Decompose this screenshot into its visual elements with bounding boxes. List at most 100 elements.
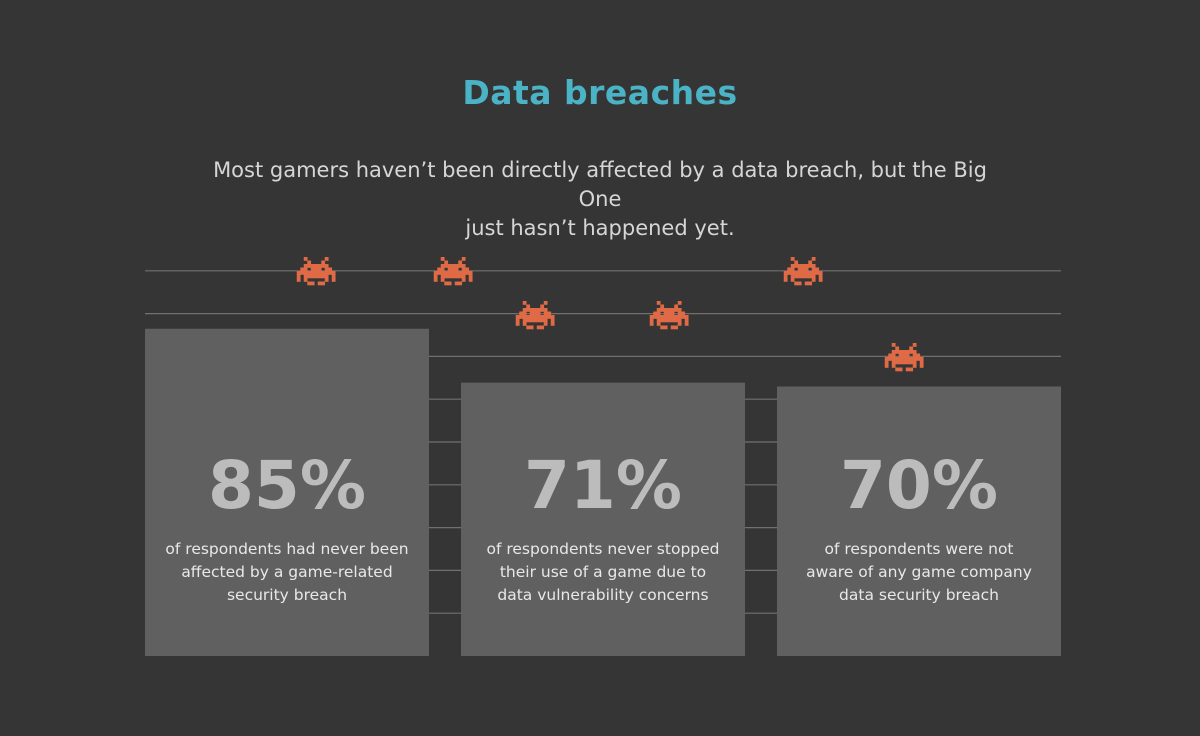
invader-pixel (331, 278, 336, 282)
invader-pixel (444, 271, 449, 275)
invader-pixel (909, 357, 914, 361)
invader-pixel (540, 308, 545, 312)
invader-pixel (808, 274, 813, 279)
invader-pixel (902, 350, 907, 354)
invader-pixel (898, 367, 903, 372)
invader-pixel (444, 260, 449, 265)
invader-pixel (444, 264, 449, 268)
invader-pixel (783, 274, 788, 279)
bar-caption-line: data vulnerability concerns (497, 586, 708, 604)
invader-pixel (660, 308, 665, 312)
invader-pixel (526, 304, 531, 309)
invader-pixel (317, 274, 322, 279)
invader-pixel (888, 357, 893, 361)
invader-pixel (454, 271, 459, 275)
invader-pixel (321, 274, 326, 279)
invader-pixel (905, 367, 910, 372)
invader-pixel (902, 353, 907, 358)
invader-pixel (529, 315, 534, 319)
invader-pixel (794, 260, 799, 265)
invader-pixel (783, 278, 788, 282)
invader-pixel (433, 278, 438, 282)
invader-pixel (458, 274, 463, 279)
invader-pixel (667, 318, 672, 323)
invader-pixel (808, 281, 813, 286)
invader-pixel (461, 267, 466, 272)
invader-pixel (515, 318, 520, 323)
invader-pixel (790, 257, 795, 261)
invader-pixel (674, 315, 679, 319)
subtitle-line: just hasn’t happened yet. (465, 216, 735, 240)
invader-pixel (303, 271, 308, 275)
invader-pixel (526, 308, 531, 312)
invader-pixel (790, 278, 795, 282)
invader-pixel (888, 353, 893, 358)
invader-pixel (522, 301, 527, 305)
invader-pixel (536, 315, 541, 319)
invader-pixel (324, 271, 329, 275)
invader-pixel (912, 360, 917, 365)
invader-pixel (451, 271, 456, 275)
invader-pixel (895, 350, 900, 354)
invader-pixel (533, 311, 538, 316)
invader-pixel (681, 311, 686, 316)
invader-pixel (515, 315, 520, 319)
invader-pixel (818, 271, 823, 275)
invader-pixel (891, 360, 896, 365)
invader-pixel (670, 315, 675, 319)
invader-pixel (794, 281, 799, 286)
invader-pixel (656, 308, 661, 312)
invader-pixel (801, 274, 806, 279)
invader-pixel (909, 350, 914, 354)
invader-pixel (656, 322, 661, 326)
bar-group: 85% of respondents had never been affected… (145, 328, 429, 656)
bar-caption-line: of respondents were not (824, 540, 1013, 558)
invader-pixel (790, 271, 795, 275)
invader-pixel (905, 353, 910, 358)
invader-pixel (909, 346, 914, 351)
space-invader-icon (649, 301, 689, 330)
invader-pixel (296, 271, 301, 275)
invader-pixel (331, 271, 336, 275)
invader-pixel (919, 360, 924, 365)
invader-pixel (649, 318, 654, 323)
invader-pixel (451, 264, 456, 268)
invader-pixel (801, 271, 806, 275)
invader-pixel (433, 274, 438, 279)
invader-pixel (815, 271, 820, 275)
invader-pixel (663, 318, 668, 323)
invader-pixel (787, 271, 792, 275)
invader-pixel (547, 311, 552, 316)
invader-pixel (811, 264, 816, 268)
invader-pixel (909, 367, 914, 372)
invader-pixel (677, 301, 682, 305)
invader-pixel (649, 322, 654, 326)
invader-pixel (321, 264, 326, 268)
invader-pixel (296, 274, 301, 279)
invader-pixel (458, 264, 463, 268)
invader-pixel (314, 274, 319, 279)
invader-pixel (454, 274, 459, 279)
bar-caption-line: of respondents had never been (165, 540, 408, 558)
invader-pixel (912, 350, 917, 354)
invader-pixel (303, 278, 308, 282)
invader-pixel (912, 357, 917, 361)
invader-pixel (317, 271, 322, 275)
invader-pixel (783, 271, 788, 275)
invader-pixel (670, 325, 675, 330)
invader-pixel (663, 311, 668, 316)
bar-value-label: 71% (524, 447, 682, 524)
invader-pixel (787, 267, 792, 272)
invader-pixel (447, 264, 452, 268)
invader-pixel (526, 325, 531, 330)
invader-pixel (656, 315, 661, 319)
invader-pixel (458, 271, 463, 275)
invader-pixel (310, 281, 315, 286)
invader-pixel (895, 357, 900, 361)
invader-pixel (808, 271, 813, 275)
invader-pixel (797, 281, 802, 286)
invader-pixel (895, 367, 900, 372)
invader-pixel (321, 281, 326, 286)
invader-pixel (815, 267, 820, 272)
invader-pixel (905, 357, 910, 361)
